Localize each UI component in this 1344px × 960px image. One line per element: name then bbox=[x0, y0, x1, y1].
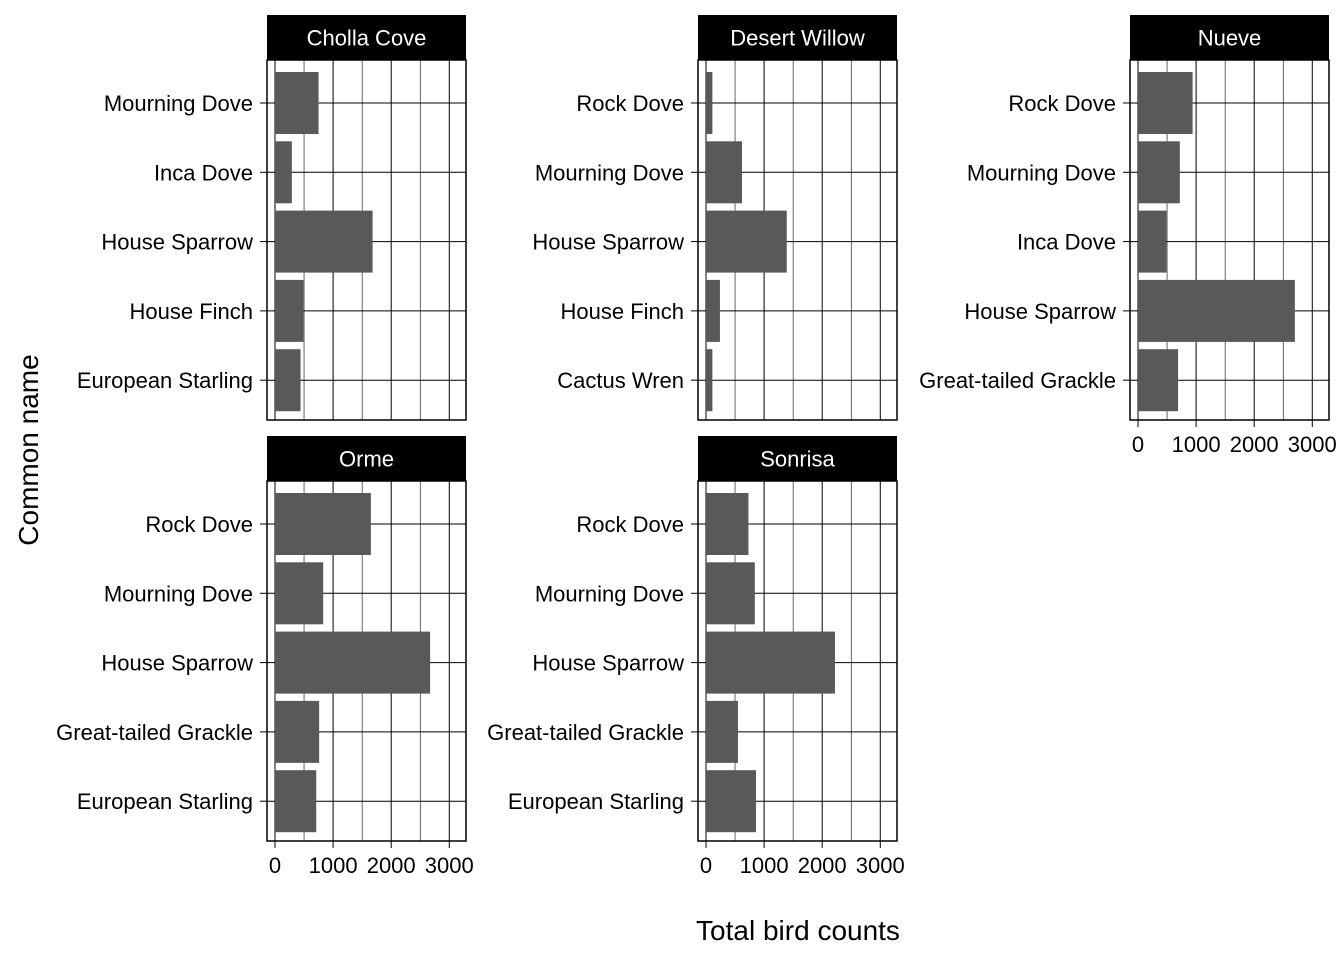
panel-border bbox=[266, 480, 467, 842]
category-label: European Starling bbox=[77, 368, 253, 393]
x-tick-label: 3000 bbox=[856, 853, 905, 878]
bar bbox=[275, 770, 317, 833]
bar bbox=[275, 493, 371, 555]
bar bbox=[706, 72, 713, 134]
category-label: House Finch bbox=[560, 299, 684, 324]
facet-panel: Orme Rock Dove Mourning Dove House Sparrow G… bbox=[56, 436, 474, 878]
bar bbox=[1138, 349, 1179, 412]
x-tick-label: 3000 bbox=[1288, 432, 1337, 457]
category-label: European Starling bbox=[508, 789, 684, 814]
facet-strip-label: Cholla Cove bbox=[307, 26, 427, 51]
category-label: Mourning Dove bbox=[967, 160, 1116, 185]
facet-strip bbox=[1130, 15, 1329, 60]
x-tick-label: 0 bbox=[1132, 432, 1144, 457]
facet-strip bbox=[698, 15, 897, 60]
bar bbox=[275, 700, 320, 763]
facet-panel: Desert Willow Rock Dove Mourning Dove House… bbox=[532, 15, 898, 421]
facet-panel: Cholla Cove Mourning Dove Inca Dove House S… bbox=[77, 15, 467, 421]
bar bbox=[706, 493, 749, 555]
category-label: Cactus Wren bbox=[557, 368, 684, 393]
bar bbox=[275, 72, 319, 134]
facet-strip bbox=[698, 436, 897, 481]
bar bbox=[706, 770, 756, 833]
x-tick-label: 2000 bbox=[1230, 432, 1279, 457]
y-axis-title: Common name bbox=[13, 354, 44, 545]
category-label: Rock Dove bbox=[1008, 91, 1116, 116]
bar bbox=[1138, 279, 1295, 342]
bar bbox=[706, 700, 738, 763]
category-label: House Finch bbox=[129, 299, 253, 324]
bar bbox=[275, 562, 324, 625]
category-label: House Sparrow bbox=[101, 651, 253, 676]
panel-border bbox=[697, 59, 898, 421]
panel-border bbox=[697, 480, 898, 842]
facet-strip-label: Sonrisa bbox=[760, 447, 835, 472]
facet-strip bbox=[267, 436, 466, 481]
bar bbox=[275, 349, 301, 412]
category-label: Mourning Dove bbox=[535, 581, 684, 606]
category-label: House Sparrow bbox=[964, 299, 1116, 324]
category-label: Mourning Dove bbox=[104, 91, 253, 116]
category-label: Rock Dove bbox=[576, 91, 684, 116]
bar bbox=[706, 349, 713, 412]
bar bbox=[706, 141, 743, 204]
facet-strip-label: Nueve bbox=[1198, 26, 1262, 51]
x-tick-label: 2000 bbox=[367, 853, 416, 878]
x-tick-label: 3000 bbox=[425, 853, 474, 878]
x-tick-label: 1000 bbox=[740, 853, 789, 878]
panel-border bbox=[1129, 59, 1330, 421]
facet-panel: Sonrisa Rock Dove Mourning Dove House Sparr… bbox=[487, 436, 905, 878]
bar bbox=[706, 562, 755, 625]
facet-strip bbox=[267, 15, 466, 60]
category-label: Inca Dove bbox=[154, 160, 253, 185]
category-label: House Sparrow bbox=[101, 230, 253, 255]
x-tick-label: 1000 bbox=[309, 853, 358, 878]
facet-strip-label: Desert Willow bbox=[730, 26, 865, 51]
facet-panels: Cholla Cove Mourning Dove Inca Dove House S… bbox=[56, 15, 1337, 878]
category-label: House Sparrow bbox=[532, 651, 684, 676]
x-tick-label: 0 bbox=[269, 853, 281, 878]
bar bbox=[275, 210, 373, 273]
category-label: Great-tailed Grackle bbox=[487, 720, 684, 745]
category-label: Great-tailed Grackle bbox=[56, 720, 253, 745]
bar bbox=[706, 631, 835, 694]
bar bbox=[275, 141, 292, 204]
x-tick-label: 1000 bbox=[1172, 432, 1221, 457]
category-label: European Starling bbox=[77, 789, 253, 814]
category-label: House Sparrow bbox=[532, 230, 684, 255]
x-axis-title: Total bird counts bbox=[696, 915, 900, 946]
bar bbox=[706, 279, 720, 342]
bar bbox=[706, 210, 787, 273]
category-label: Mourning Dove bbox=[535, 160, 684, 185]
bar bbox=[275, 631, 431, 694]
bar bbox=[1138, 210, 1167, 273]
category-label: Rock Dove bbox=[576, 512, 684, 537]
category-label: Great-tailed Grackle bbox=[919, 368, 1116, 393]
facet-strip-label: Orme bbox=[339, 447, 394, 472]
category-label: Inca Dove bbox=[1017, 230, 1116, 255]
facet-panel: Nueve Rock Dove Mourning Dove Inca Dove Hous… bbox=[919, 15, 1337, 457]
category-label: Rock Dove bbox=[145, 512, 253, 537]
bar bbox=[1138, 72, 1193, 134]
panel-border bbox=[266, 59, 467, 421]
x-tick-label: 0 bbox=[700, 853, 712, 878]
bar bbox=[1138, 141, 1180, 204]
category-label: Mourning Dove bbox=[104, 581, 253, 606]
bar bbox=[275, 279, 304, 342]
x-tick-label: 2000 bbox=[798, 853, 847, 878]
